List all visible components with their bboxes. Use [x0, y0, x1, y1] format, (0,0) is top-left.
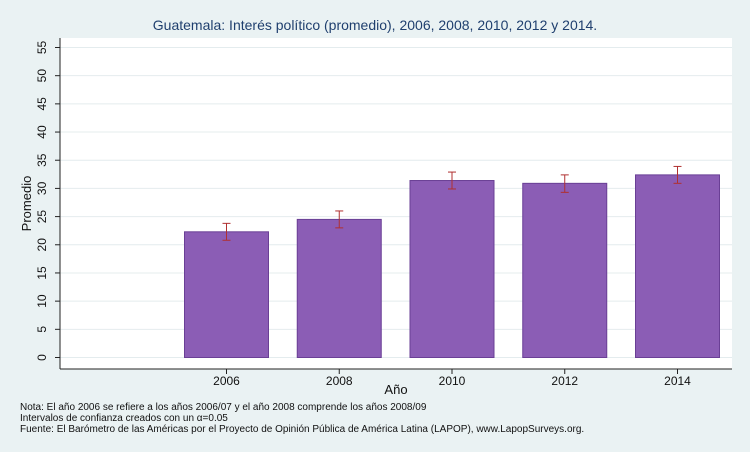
- y-tick-label: 55: [35, 41, 49, 55]
- y-axis-label: Promedio: [19, 176, 34, 232]
- note-line-1: Nota: El año 2006 se refiere a los años …: [20, 402, 427, 413]
- x-tick-label: 2010: [439, 374, 466, 388]
- y-tick-label: 0: [35, 354, 49, 361]
- bar-2012: [522, 182, 608, 358]
- y-tick-label: 40: [35, 125, 49, 139]
- x-tick-label: 2012: [551, 374, 578, 388]
- plot-area: [60, 38, 732, 369]
- x-tick-label: 2006: [213, 374, 240, 388]
- bar-2008: [296, 218, 382, 358]
- y-tick-label: 30: [35, 181, 49, 195]
- note-line-3: Fuente: El Barómetro de las Américas por…: [20, 424, 585, 435]
- y-tick-label: 35: [35, 153, 49, 167]
- y-tick-label: 20: [35, 238, 49, 252]
- x-axis: 2006 2008 2010 2012 2014: [60, 368, 732, 388]
- x-tick-label: 2014: [664, 374, 691, 388]
- y-tick-label: 50: [35, 69, 49, 83]
- x-tick-label: 2008: [326, 374, 353, 388]
- y-tick-label: 25: [35, 210, 49, 224]
- bar-2014: [635, 174, 720, 358]
- y-tick-label: 45: [35, 97, 49, 111]
- bars: [184, 174, 720, 359]
- chart-title: Guatemala: Interés político (promedio), …: [153, 17, 597, 33]
- y-tick-label: 5: [35, 326, 49, 333]
- note-line-2: Intervalos de confianza creados con un α…: [20, 413, 228, 424]
- bar-2010: [409, 180, 495, 358]
- y-axis: 0 5 10 15 20 25 30 35 40 45 50 55: [35, 38, 61, 369]
- bar-2006: [184, 231, 269, 359]
- y-tick-label: 15: [35, 266, 49, 280]
- grid-lines: [60, 47, 732, 358]
- y-tick-label: 10: [35, 294, 49, 308]
- x-axis-label: Año: [384, 382, 407, 397]
- error-bars: [222, 165, 682, 241]
